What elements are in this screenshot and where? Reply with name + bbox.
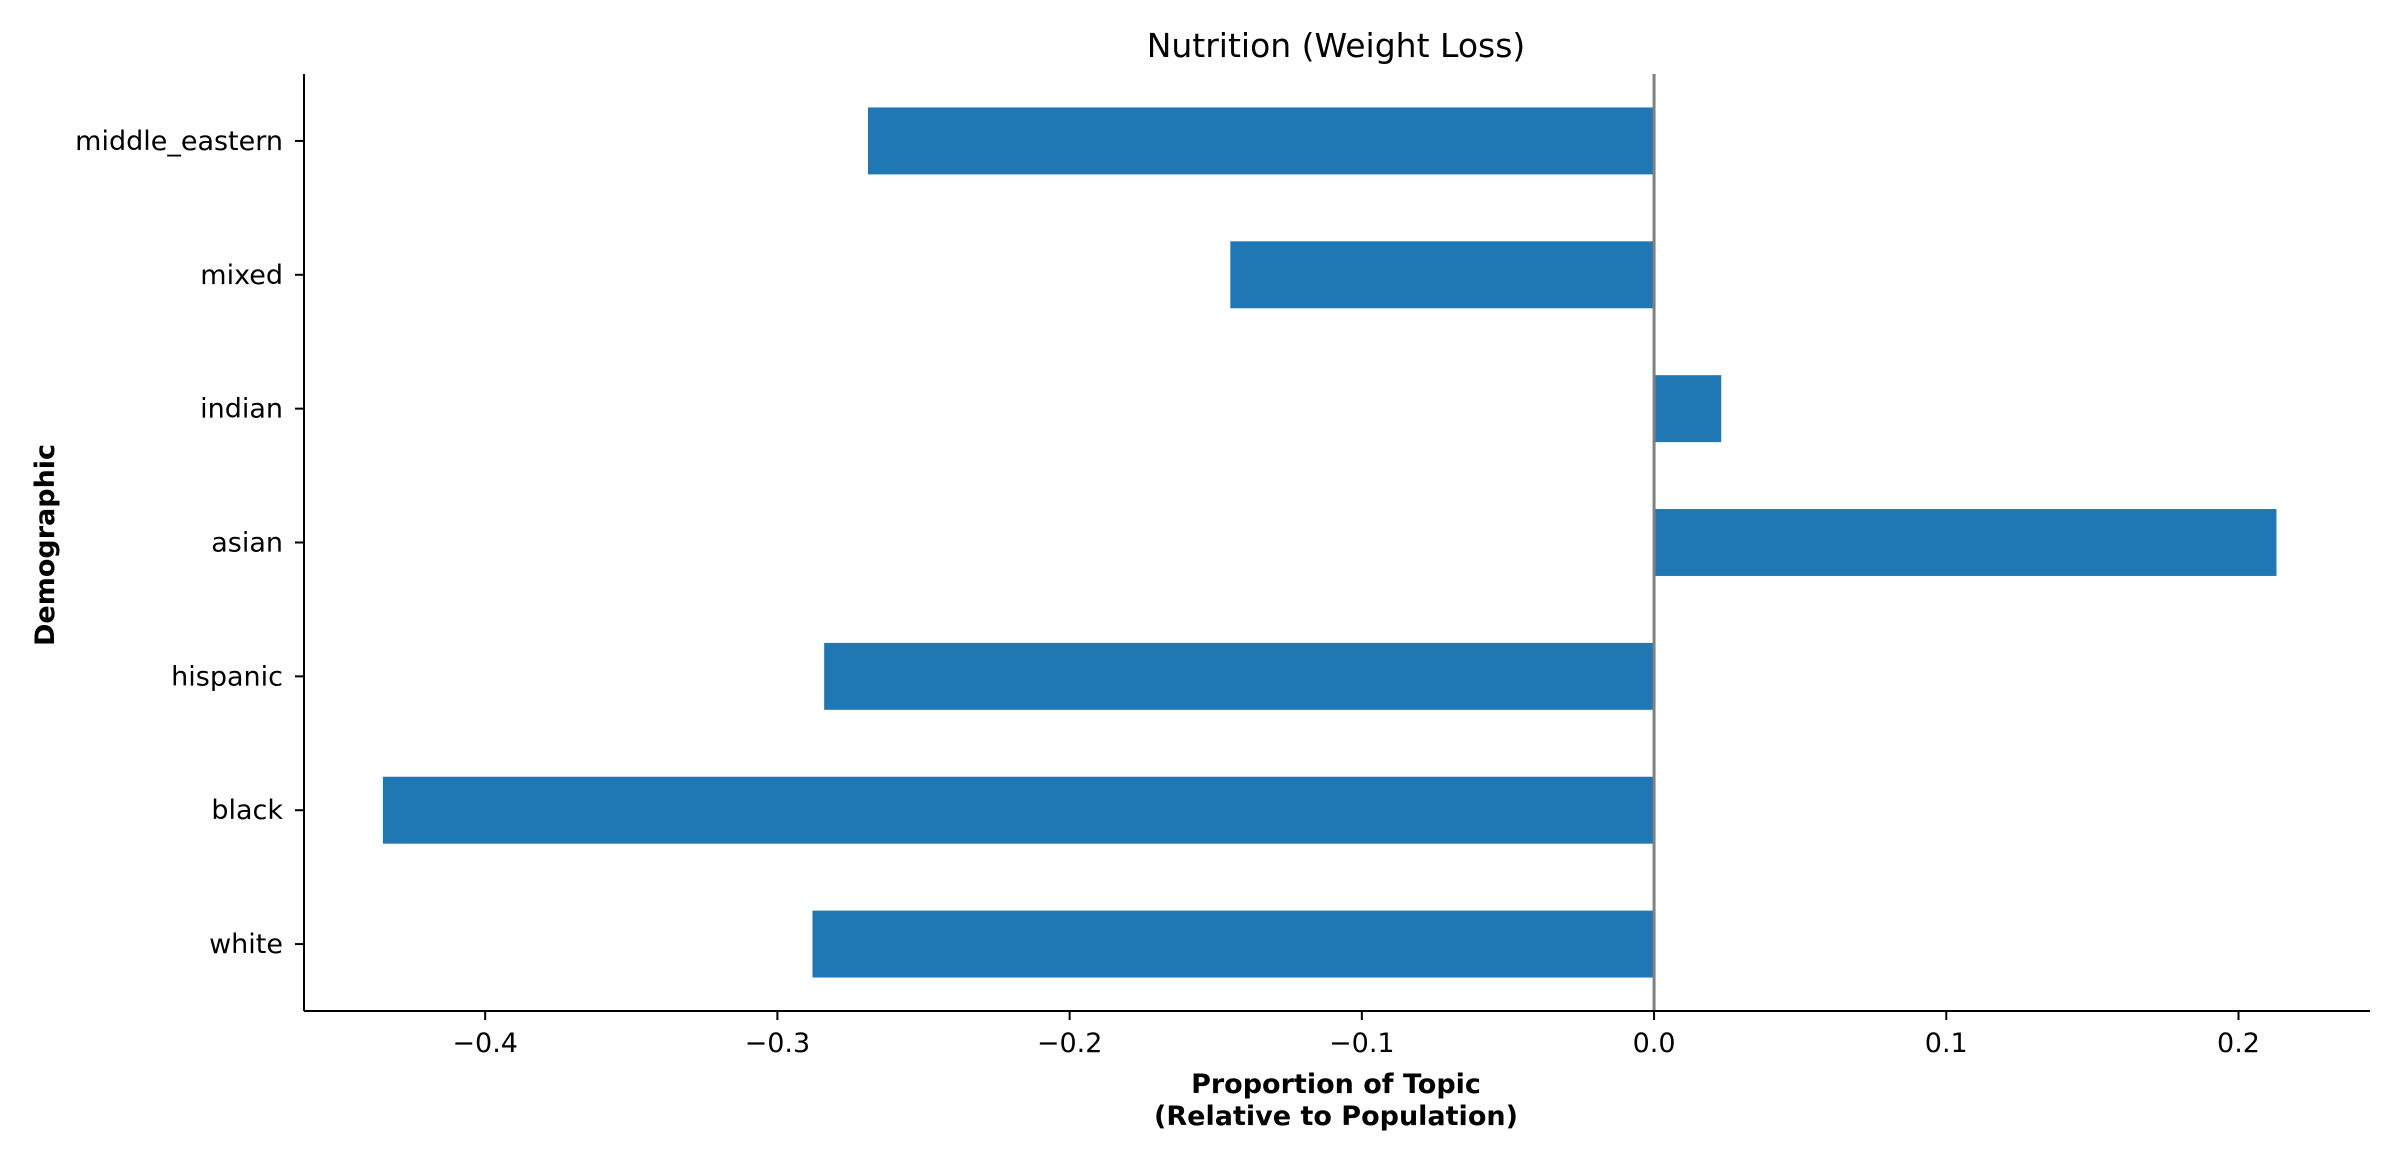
x-tick-label: 0.1	[1925, 1028, 1968, 1059]
y-tick-label: white	[209, 929, 283, 960]
y-tick-label: asian	[211, 528, 283, 559]
chart-title: Nutrition (Weight Loss)	[1147, 26, 1526, 65]
y-tick-label: middle_eastern	[75, 126, 283, 157]
x-tick-label: −0.2	[1037, 1028, 1103, 1059]
x-axis-label-line-2: (Relative to Population)	[1154, 1101, 1518, 1132]
x-tick-label: 0.0	[1633, 1028, 1676, 1059]
x-tick-label: 0.2	[2217, 1028, 2260, 1059]
x-ticks-group: −0.4 −0.3 −0.2 −0.1 0.0 0.1 0.2	[452, 1011, 2260, 1059]
bar-asian	[1654, 509, 2277, 576]
bar-white	[812, 910, 1655, 978]
y-tick-label: black	[211, 795, 283, 826]
bar-black	[382, 776, 1655, 844]
bar-mixed	[1230, 241, 1655, 309]
x-tick-label: −0.4	[452, 1028, 518, 1059]
x-axis-label-line-1: Proportion of Topic	[1191, 1069, 1481, 1100]
y-tick-label: hispanic	[171, 661, 283, 692]
y-axis-label: Demographic	[30, 444, 61, 646]
bars-group	[382, 107, 2277, 978]
y-ticks-group: white black hispanic asian indian mixed middle…	[75, 126, 304, 960]
x-tick-label: −0.1	[1329, 1028, 1395, 1059]
y-tick-label: indian	[200, 394, 283, 425]
bar-hispanic	[824, 642, 1655, 710]
bar-indian	[1654, 375, 1722, 443]
bar-middle-eastern	[867, 107, 1655, 175]
y-tick-label: mixed	[200, 260, 283, 291]
x-tick-label: −0.3	[745, 1028, 811, 1059]
